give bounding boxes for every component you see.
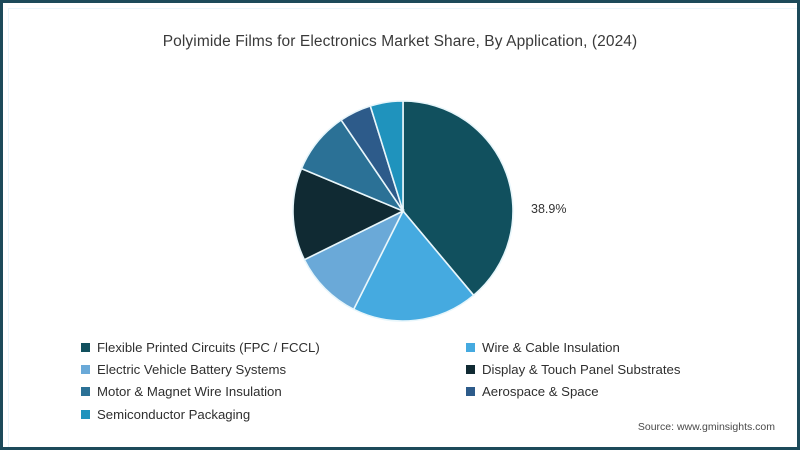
pie-chart-svg <box>292 100 514 322</box>
pie-value-label-largest: 38.9% <box>531 202 567 216</box>
pie-slice[interactable] <box>352 209 475 322</box>
legend-item-semiconductor-packaging[interactable]: Semiconductor Packaging <box>81 408 466 421</box>
page-title: Polyimide Films for Electronics Market S… <box>162 33 638 50</box>
legend-item-label: Wire & Cable Insulation <box>482 339 620 355</box>
legend-swatch-icon <box>81 387 90 397</box>
source-attribution: Source: www.gminsights.com <box>637 421 775 433</box>
legend-item-motor-magnet-wire-insulation[interactable]: Motor & Magnet Wire Insulation <box>81 384 466 400</box>
legend-swatch-icon <box>81 365 90 375</box>
pie-chart <box>292 91 514 331</box>
chart-legend: Flexible Printed Circuits (FPC / FCCL) W… <box>81 336 741 426</box>
legend-item-ev-battery-systems[interactable]: Electric Vehicle Battery Systems <box>81 363 466 376</box>
legend-item-aerospace-space[interactable]: Aerospace & Space <box>466 384 741 400</box>
pie-slice-group <box>292 100 514 322</box>
legend-swatch-icon <box>466 387 475 397</box>
legend-item-label: Aerospace & Space <box>482 384 599 400</box>
legend-item-label: Semiconductor Packaging <box>97 406 251 422</box>
legend-item-label: Electric Vehicle Battery Systems <box>97 361 287 377</box>
legend-swatch-icon <box>466 365 475 375</box>
pie-slice[interactable] <box>402 100 514 297</box>
legend-item-wire-cable-insulation[interactable]: Wire & Cable Insulation <box>466 339 741 355</box>
legend-item-label: Display & Touch Panel Substrates <box>482 361 681 377</box>
legend-swatch-icon <box>81 342 90 352</box>
legend-item-flexible-printed-circuits[interactable]: Flexible Printed Circuits (FPC / FCCL) <box>81 339 466 355</box>
pie-slice[interactable] <box>303 209 405 311</box>
legend-item-label: Flexible Printed Circuits (FPC / FCCL) <box>97 339 320 355</box>
legend-swatch-icon <box>81 409 90 419</box>
pie-slice[interactable] <box>292 167 405 261</box>
pie-slice[interactable] <box>369 100 404 212</box>
legend-swatch-icon <box>466 342 475 352</box>
legend-item-display-touch-panel-substrates[interactable]: Display & Touch Panel Substrates <box>466 363 741 376</box>
legend-item-label: Motor & Magnet Wire Insulation <box>97 384 282 400</box>
